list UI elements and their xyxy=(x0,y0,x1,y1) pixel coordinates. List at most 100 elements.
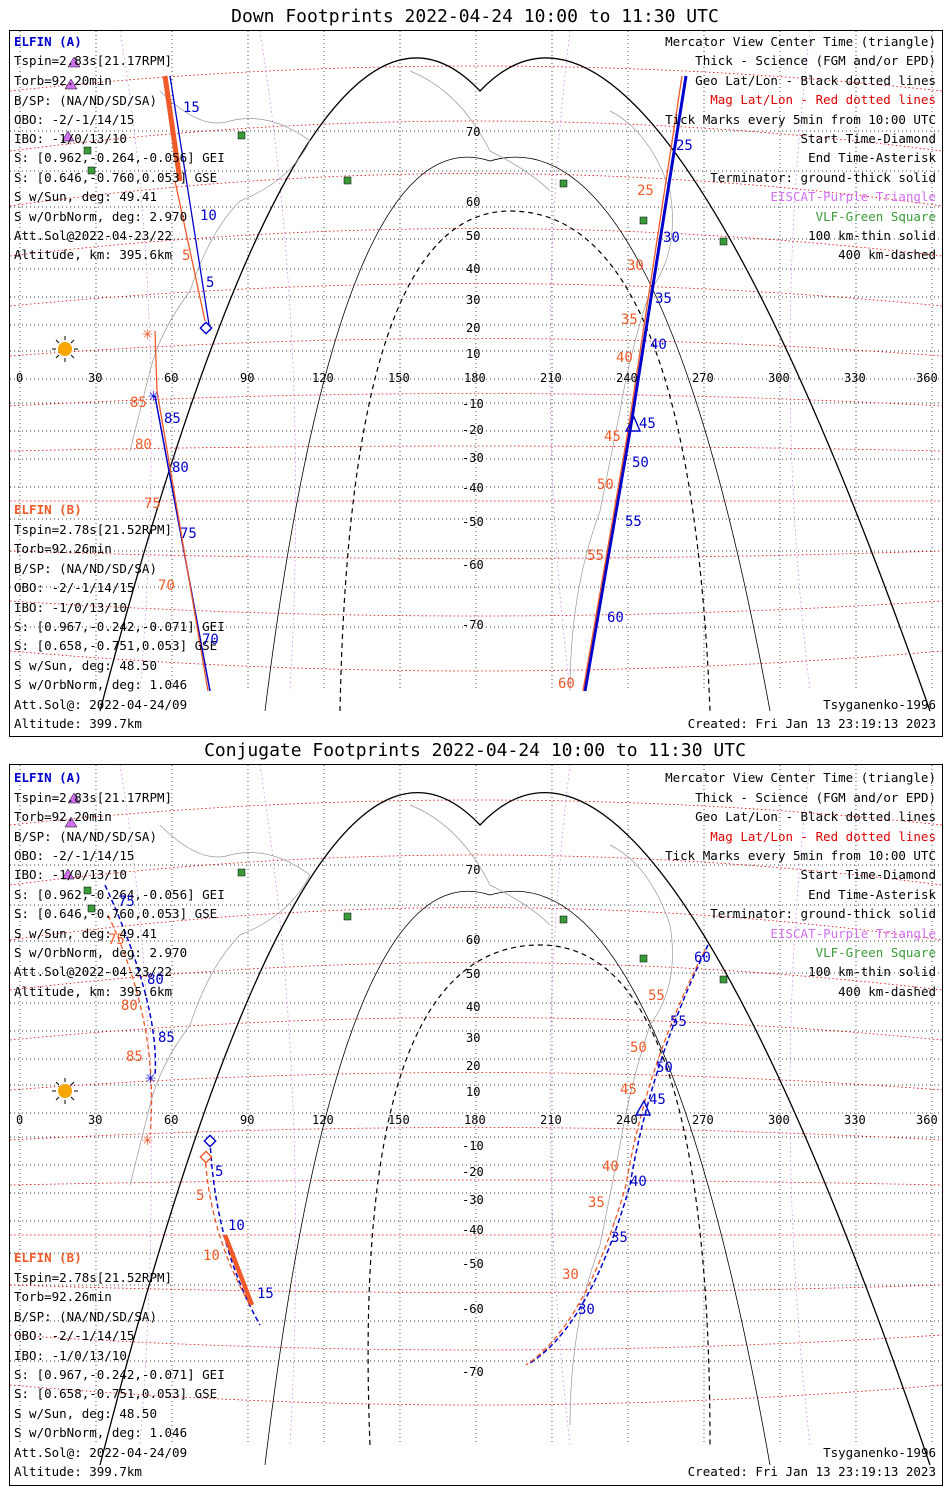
center-triangle-a xyxy=(624,415,642,432)
elfin-a-line: OBO: -2/-1/14/15 xyxy=(14,112,135,127)
lon-tick: 90 xyxy=(240,1113,255,1127)
eiscat-stations xyxy=(61,56,81,142)
legend-line: 400 km-dashed xyxy=(838,984,936,999)
elfin-a-line: S: [0.646,-0.760,0.053] GSE xyxy=(14,906,218,921)
elfin-b-line: S: [0.658,-0.751,0.053] GSE xyxy=(14,1386,218,1401)
lon-tick: 180 xyxy=(464,1113,486,1127)
lon-tick: 240 xyxy=(616,1113,638,1127)
lon-tick: 360 xyxy=(916,371,938,385)
lat-label: -20 xyxy=(462,423,484,437)
track-tick-a: 70 xyxy=(202,632,219,648)
track-tick-a: 50 xyxy=(632,455,649,471)
track-tick-a: 5 xyxy=(215,1164,224,1180)
legend-line: VLF-Green Square xyxy=(815,945,936,960)
start-diamond-a xyxy=(199,321,213,335)
legend-line: VLF-Green Square xyxy=(815,209,936,224)
elfin-a-line: S w/Sun, deg: 49.41 xyxy=(14,926,157,941)
elfin-b-line: Tspin=2.78s[21.52RPM] xyxy=(14,522,173,537)
elfin-b-track-north-thin xyxy=(174,180,206,322)
elfin-a-line: Altitude, km: 395.6km xyxy=(14,247,173,262)
legend-line: Terminator: ground-thick solid xyxy=(710,906,936,921)
lat-label: 40 xyxy=(466,1000,481,1014)
legend-line: 100 km-thin solid xyxy=(808,228,936,243)
elfin-b-line: IBO: -1/0/13/10 xyxy=(14,600,127,615)
elfin-b-conj-track-mid xyxy=(204,1154,251,1306)
track-tick-a: 25 xyxy=(676,138,693,154)
track-tick-b: 50 xyxy=(597,477,614,493)
lat-label: -50 xyxy=(462,515,484,529)
elfin-b-line: Altitude: 399.7km xyxy=(14,1464,142,1479)
elfin-a-line: Altitude, km: 395.6km xyxy=(14,984,173,999)
track-tick-a: 45 xyxy=(639,416,656,432)
track-tick-b: 55 xyxy=(648,988,665,1004)
elfin-b-line: Att.Sol@: 2022-04-24/09 xyxy=(14,1445,188,1460)
conjugate-map-svg: ✳ ✳ xyxy=(10,765,942,1466)
lat-label: -20 xyxy=(462,1165,484,1179)
lat-label: 60 xyxy=(466,195,481,209)
lon-tick: 300 xyxy=(768,1113,790,1127)
elfin-a-line: OBO: -2/-1/14/15 xyxy=(14,848,135,863)
elfin-a-conj-track-west xyxy=(104,884,157,1076)
track-tick-b: 30 xyxy=(562,1267,579,1283)
down-map-svg: ✳ ✳ xyxy=(10,31,942,712)
model-label: Tsyganenko-1996 xyxy=(823,1445,936,1460)
lat-label: 60 xyxy=(466,933,481,947)
lat-label: -30 xyxy=(462,1193,484,1207)
elfin-b-line: Tspin=2.78s[21.52RPM] xyxy=(14,1270,173,1285)
elfin-a-line: Tspin=2.83s[21.17RPM] xyxy=(14,53,173,68)
lat-label: -70 xyxy=(462,618,484,632)
lat-label: 10 xyxy=(466,1085,481,1099)
elfin-a-line: B/SP: (NA/ND/SD/SA) xyxy=(14,93,157,108)
legend-line: Mercator View Center Time (triangle) xyxy=(665,770,936,785)
mag-meridians xyxy=(119,765,811,1446)
model-label: Tsyganenko-1996 xyxy=(823,697,936,712)
track-tick-a: 45 xyxy=(649,1092,666,1108)
lat-label: 50 xyxy=(466,967,481,981)
track-tick-a: 60 xyxy=(607,610,624,626)
track-tick-a: 55 xyxy=(670,1014,687,1030)
elfin-b-line: Att.Sol@: 2022-04-24/09 xyxy=(14,697,188,712)
vlf-stations xyxy=(83,868,728,984)
created-label: Created: Fri Jan 13 23:19:13 2023 xyxy=(687,716,936,731)
track-tick-a: 85 xyxy=(164,411,181,427)
lon-tick: 330 xyxy=(844,371,866,385)
elfin-a-line: S: [0.646,-0.760,0.053] GSE xyxy=(14,170,218,185)
legend-line: Mag Lat/Lon - Red dotted lines xyxy=(710,829,936,844)
lat-label: -30 xyxy=(462,451,484,465)
track-tick-b: 45 xyxy=(620,1082,637,1098)
elfin-b-conj-thick xyxy=(222,1234,255,1306)
track-tick-b: 30 xyxy=(627,258,644,274)
conjugate-footprints-panel: ✳ ✳ 0 30 60 90 120 150 180 210 240 270 3… xyxy=(9,764,943,1486)
legend-line: Geo Lat/Lon - Black dotted lines xyxy=(695,73,936,88)
track-tick-a: 40 xyxy=(650,337,667,353)
track-tick-a: 75 xyxy=(118,894,135,910)
elfin-a-line: Att.Sol@2022-04-23/22 xyxy=(14,964,173,979)
elfin-b-line: S: [0.967,-0.242,-0.071] GEI xyxy=(14,1367,225,1382)
elfin-a-line: Torb=92.20min xyxy=(14,809,112,824)
conjugate-footprints-title: Conjugate Footprints 2022-04-24 10:00 to… xyxy=(204,740,746,761)
altitude-100km-curve xyxy=(264,890,771,1466)
track-tick-a: 80 xyxy=(172,460,189,476)
mag-meridians xyxy=(119,31,811,692)
lon-tick: 120 xyxy=(312,371,334,385)
elfin-b-line: OBO: -2/-1/14/15 xyxy=(14,1328,135,1343)
elfin-b-line: S w/Sun, deg: 48.50 xyxy=(14,1406,157,1421)
lat-label: 30 xyxy=(466,293,481,307)
lat-label: 50 xyxy=(466,229,481,243)
lon-tick: 210 xyxy=(540,1113,562,1127)
end-asterisk-a: ✳ xyxy=(148,385,159,406)
track-tick-a: 50 xyxy=(656,1060,673,1076)
elfin-b-header: ELFIN (B) xyxy=(14,1250,82,1265)
sun-icon xyxy=(52,336,78,362)
mag-grid xyxy=(10,799,942,1406)
elfin-b-line: S: [0.967,-0.242,-0.071] GEI xyxy=(14,619,225,634)
elfin-a-line: Att.Sol@2022-04-23/22 xyxy=(14,228,173,243)
legend-line: Mag Lat/Lon - Red dotted lines xyxy=(710,92,936,107)
track-tick-b: 60 xyxy=(558,676,575,692)
elfin-a-header: ELFIN (A) xyxy=(14,770,82,785)
legend-line: Terminator: ground-thick solid xyxy=(710,170,936,185)
lat-label: 20 xyxy=(466,321,481,335)
elfin-a-line: IBO: -1/0/13/10 xyxy=(14,867,127,882)
legend-line: EISCAT-Purple Triangle xyxy=(770,189,936,204)
elfin-a-line: S w/OrbNorm, deg: 2.970 xyxy=(14,945,188,960)
